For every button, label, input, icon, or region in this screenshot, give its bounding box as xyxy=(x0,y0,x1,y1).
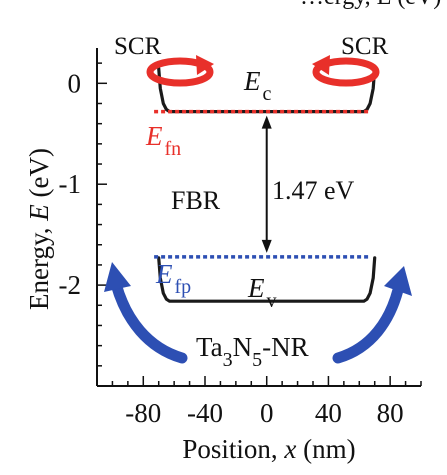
x-axis-title-part: Position, xyxy=(182,434,284,464)
gap-arrow-head-top xyxy=(261,115,272,129)
y-tick-label: -2 xyxy=(59,270,82,300)
red-swirl-right xyxy=(312,57,380,87)
blue-arrow-right-head xyxy=(384,266,412,296)
ev-label-sub: v xyxy=(267,290,277,312)
ec-label-main: E xyxy=(243,66,261,96)
blue-arrow-right xyxy=(332,284,404,364)
x-axis-title: Position, x (nm) xyxy=(182,434,355,464)
y-tick-label: 0 xyxy=(68,68,82,98)
material-label-part: 5 xyxy=(252,349,262,371)
fbr-label: FBR xyxy=(171,186,221,215)
red-swirl-right-head xyxy=(312,55,330,75)
x-tick-label: 80 xyxy=(377,398,404,428)
gap-value-label: 1.47 eV xyxy=(272,176,355,205)
material-label-part: Ta xyxy=(196,332,223,362)
efn-label-main: E xyxy=(145,121,163,151)
gap-arrow-head-bottom xyxy=(261,239,272,253)
ev-label-main: E xyxy=(247,273,265,303)
x-tick-label: 0 xyxy=(260,398,274,428)
blue-arrow-left-head xyxy=(104,262,131,292)
y-axis-title-part: (eV) xyxy=(24,148,54,204)
blue-arrow-left xyxy=(110,278,188,364)
material-label-part: -NR xyxy=(262,332,309,362)
scr-label-left: SCR xyxy=(114,33,162,60)
x-tick-label: 40 xyxy=(315,398,342,428)
x-axis-title-part: (nm) xyxy=(296,434,355,464)
axes: 0 -1 -2 -80 -40 0 40 80 Position, x (nm) Energy, … xyxy=(24,48,422,464)
x-tick-label: -80 xyxy=(125,398,161,428)
band-curves xyxy=(154,66,377,303)
material-label-part: 3 xyxy=(223,349,233,371)
efp-label-main: E xyxy=(155,259,173,289)
efn-label-sub: fn xyxy=(165,138,182,160)
flow-arrows xyxy=(104,55,412,364)
x-axis-title-part: x xyxy=(283,434,296,464)
y-tick-label: -1 xyxy=(59,169,82,199)
material-label: Ta3N5-NR xyxy=(196,332,309,371)
red-swirl-left-head xyxy=(196,55,214,75)
top-clipped-text: …ergy, E (eV) xyxy=(300,0,441,10)
efp-label-sub: fp xyxy=(175,276,192,298)
x-tick-label: -40 xyxy=(187,398,223,428)
y-axis-title-part: Energy, xyxy=(24,221,54,310)
series-e-v xyxy=(157,256,377,303)
red-swirl-left xyxy=(146,57,214,87)
material-label-part: N xyxy=(233,332,253,362)
ec-label-sub: c xyxy=(263,83,272,105)
y-axis-title-part: E xyxy=(24,204,54,222)
y-axis-title: Energy, E (eV) xyxy=(24,148,54,310)
scr-label-right: SCR xyxy=(341,33,389,60)
